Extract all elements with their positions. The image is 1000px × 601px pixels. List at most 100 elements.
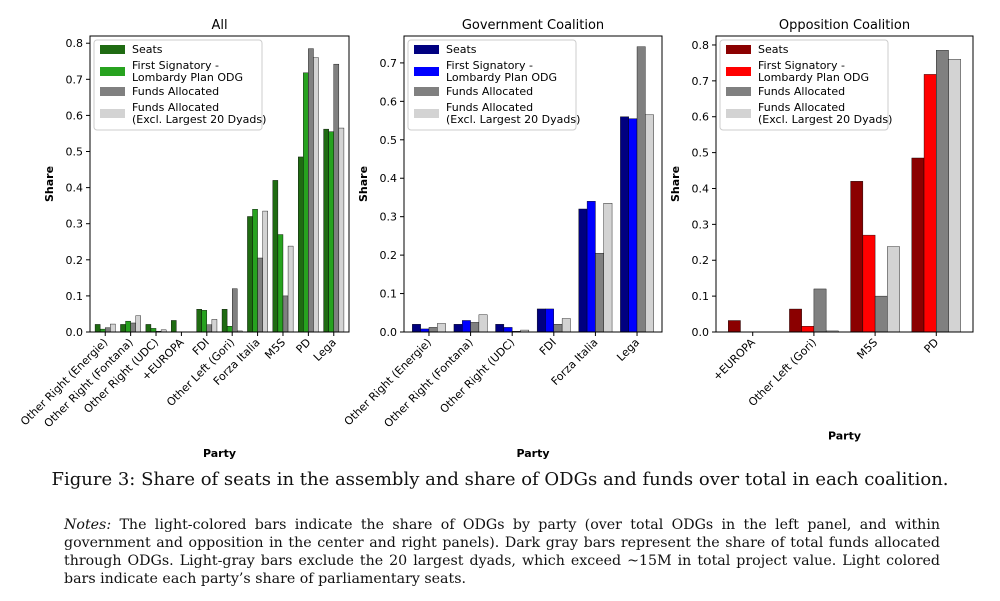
y-tick-label: 0.8 [66,37,84,50]
bar-3-4 [936,50,949,333]
bar-4-7 [262,210,268,333]
x-axis-label: Party [203,447,236,460]
bar-2-6 [226,326,233,333]
bar-1-10 [323,128,329,333]
y-tick-label: 0.1 [380,288,398,301]
bar-1-3 [495,324,505,333]
y-tick-label: 0.3 [692,218,710,231]
figure-notes: Notes: The light-colored bars indicate t… [64,516,940,588]
legend-label-1: Seats [758,43,789,56]
legend-label-4: Funds Allocated (Excl. Largest 20 Dyads) [446,101,580,126]
bar-1-1 [412,324,421,333]
legend-label-3: Funds Allocated [446,85,533,98]
bar-2-3 [150,328,157,333]
bar-2-6 [628,118,638,333]
y-tick-label: 0.8 [692,39,710,52]
x-tick-label: PD [294,336,314,356]
x-tick-label: PD [922,336,942,356]
legend-label-3: Funds Allocated [132,85,219,98]
bar-1-6 [620,116,629,333]
bar-1-1 [94,324,101,333]
notes-label: Notes: [64,517,112,533]
bar-3-5 [206,324,213,333]
legend-label-2: First Signatory -Lombardy Plan ODG [758,59,869,84]
figure-caption: Figure 3: Share of seats in the assembly… [51,469,949,490]
chart-title: Opposition Coalition [779,18,910,33]
legend-swatch-1 [414,45,439,54]
bar-4-4 [948,59,961,333]
y-axis-label: Share [43,166,56,202]
bar-2-2 [125,320,131,333]
chart-title: Government Coalition [462,18,604,33]
y-tick-label: 0.6 [380,95,398,108]
axes-frame [715,35,974,333]
bar-2-9 [303,72,309,333]
bar-3-8 [282,295,289,333]
bar-2-2 [801,326,815,333]
y-tick-label: 0.5 [692,147,710,160]
bar-4-10 [338,127,345,333]
bar-3-4 [553,324,563,333]
bar-1-2 [789,308,802,333]
bar-1-5 [196,309,202,333]
y-tick-label: 0.2 [66,254,84,267]
legend-swatch-3 [100,87,125,96]
y-tick-label: 0.0 [66,326,84,339]
x-tick-label: M5S [262,336,288,362]
legend-swatch-4 [100,109,125,118]
bar-1-4 [536,308,546,333]
x-tick-label: Lega [311,336,339,364]
bar-4-1 [437,323,446,333]
x-tick-label: FDI [537,336,559,358]
y-tick-label: 0.2 [692,254,710,267]
bar-2-8 [277,234,284,333]
notes-text: The light-colored bars indicate the shar… [64,517,940,587]
bar-3-6 [636,46,646,333]
legend-label-2: First Signatory -Lombardy Plan ODG [132,59,243,84]
legend-swatch-2 [414,67,439,76]
y-tick-label: 0.0 [380,326,398,339]
bar-4-6 [645,114,654,333]
legend-label-4: Funds Allocated (Excl. Largest 20 Dyads) [132,101,266,126]
bar-1-2 [120,324,126,333]
bar-2-7 [252,209,258,333]
legend-label-4: Funds Allocated (Excl. Largest 20 Dyads) [758,101,892,126]
bar-3-2 [470,322,480,333]
bar-2-3 [862,234,876,333]
legend-swatch-1 [100,45,125,54]
bar-2-5 [201,310,208,333]
y-tick-label: 0.3 [66,218,84,231]
chart-panel-3: 0.0 0.1 0.2 0.3 0.4 0.5 0.6 0.7 0.8 +EUROPAOther … [669,18,974,443]
bar-2-10 [328,131,334,333]
bar-2-4 [545,308,554,333]
y-tick-label: 0.5 [380,134,398,147]
bar-4-1 [110,323,116,333]
legend-swatch-1 [726,45,751,54]
bar-3-5 [595,252,604,333]
bar-2-5 [586,201,596,333]
legend-swatch-2 [726,67,751,76]
y-tick-label: 0.6 [692,111,710,124]
bar-1-7 [247,216,253,333]
y-axis-label: Share [669,166,682,202]
y-tick-label: 0.4 [66,182,84,195]
bar-1-9 [298,156,304,333]
bar-3-1 [105,327,111,333]
bar-3-3 [874,295,888,333]
bar-3-2 [130,322,136,333]
bar-4-5 [211,319,218,333]
bar-4-2 [478,314,488,333]
y-axis-label: Share [357,166,370,202]
bar-1-1 [728,320,741,333]
bar-2-4 [923,74,937,333]
y-tick-label: 0.7 [66,73,84,86]
legend-label-1: Seats [132,43,163,56]
legend-swatch-2 [100,67,125,76]
bar-1-3 [145,324,152,333]
bar-1-8 [272,180,279,333]
y-tick-label: 0.7 [692,75,710,88]
x-tick-label: Other Left (Gori) [746,336,819,409]
x-axis-label: Party [828,430,861,443]
legend-box [93,39,263,131]
bar-3-1 [428,327,438,333]
